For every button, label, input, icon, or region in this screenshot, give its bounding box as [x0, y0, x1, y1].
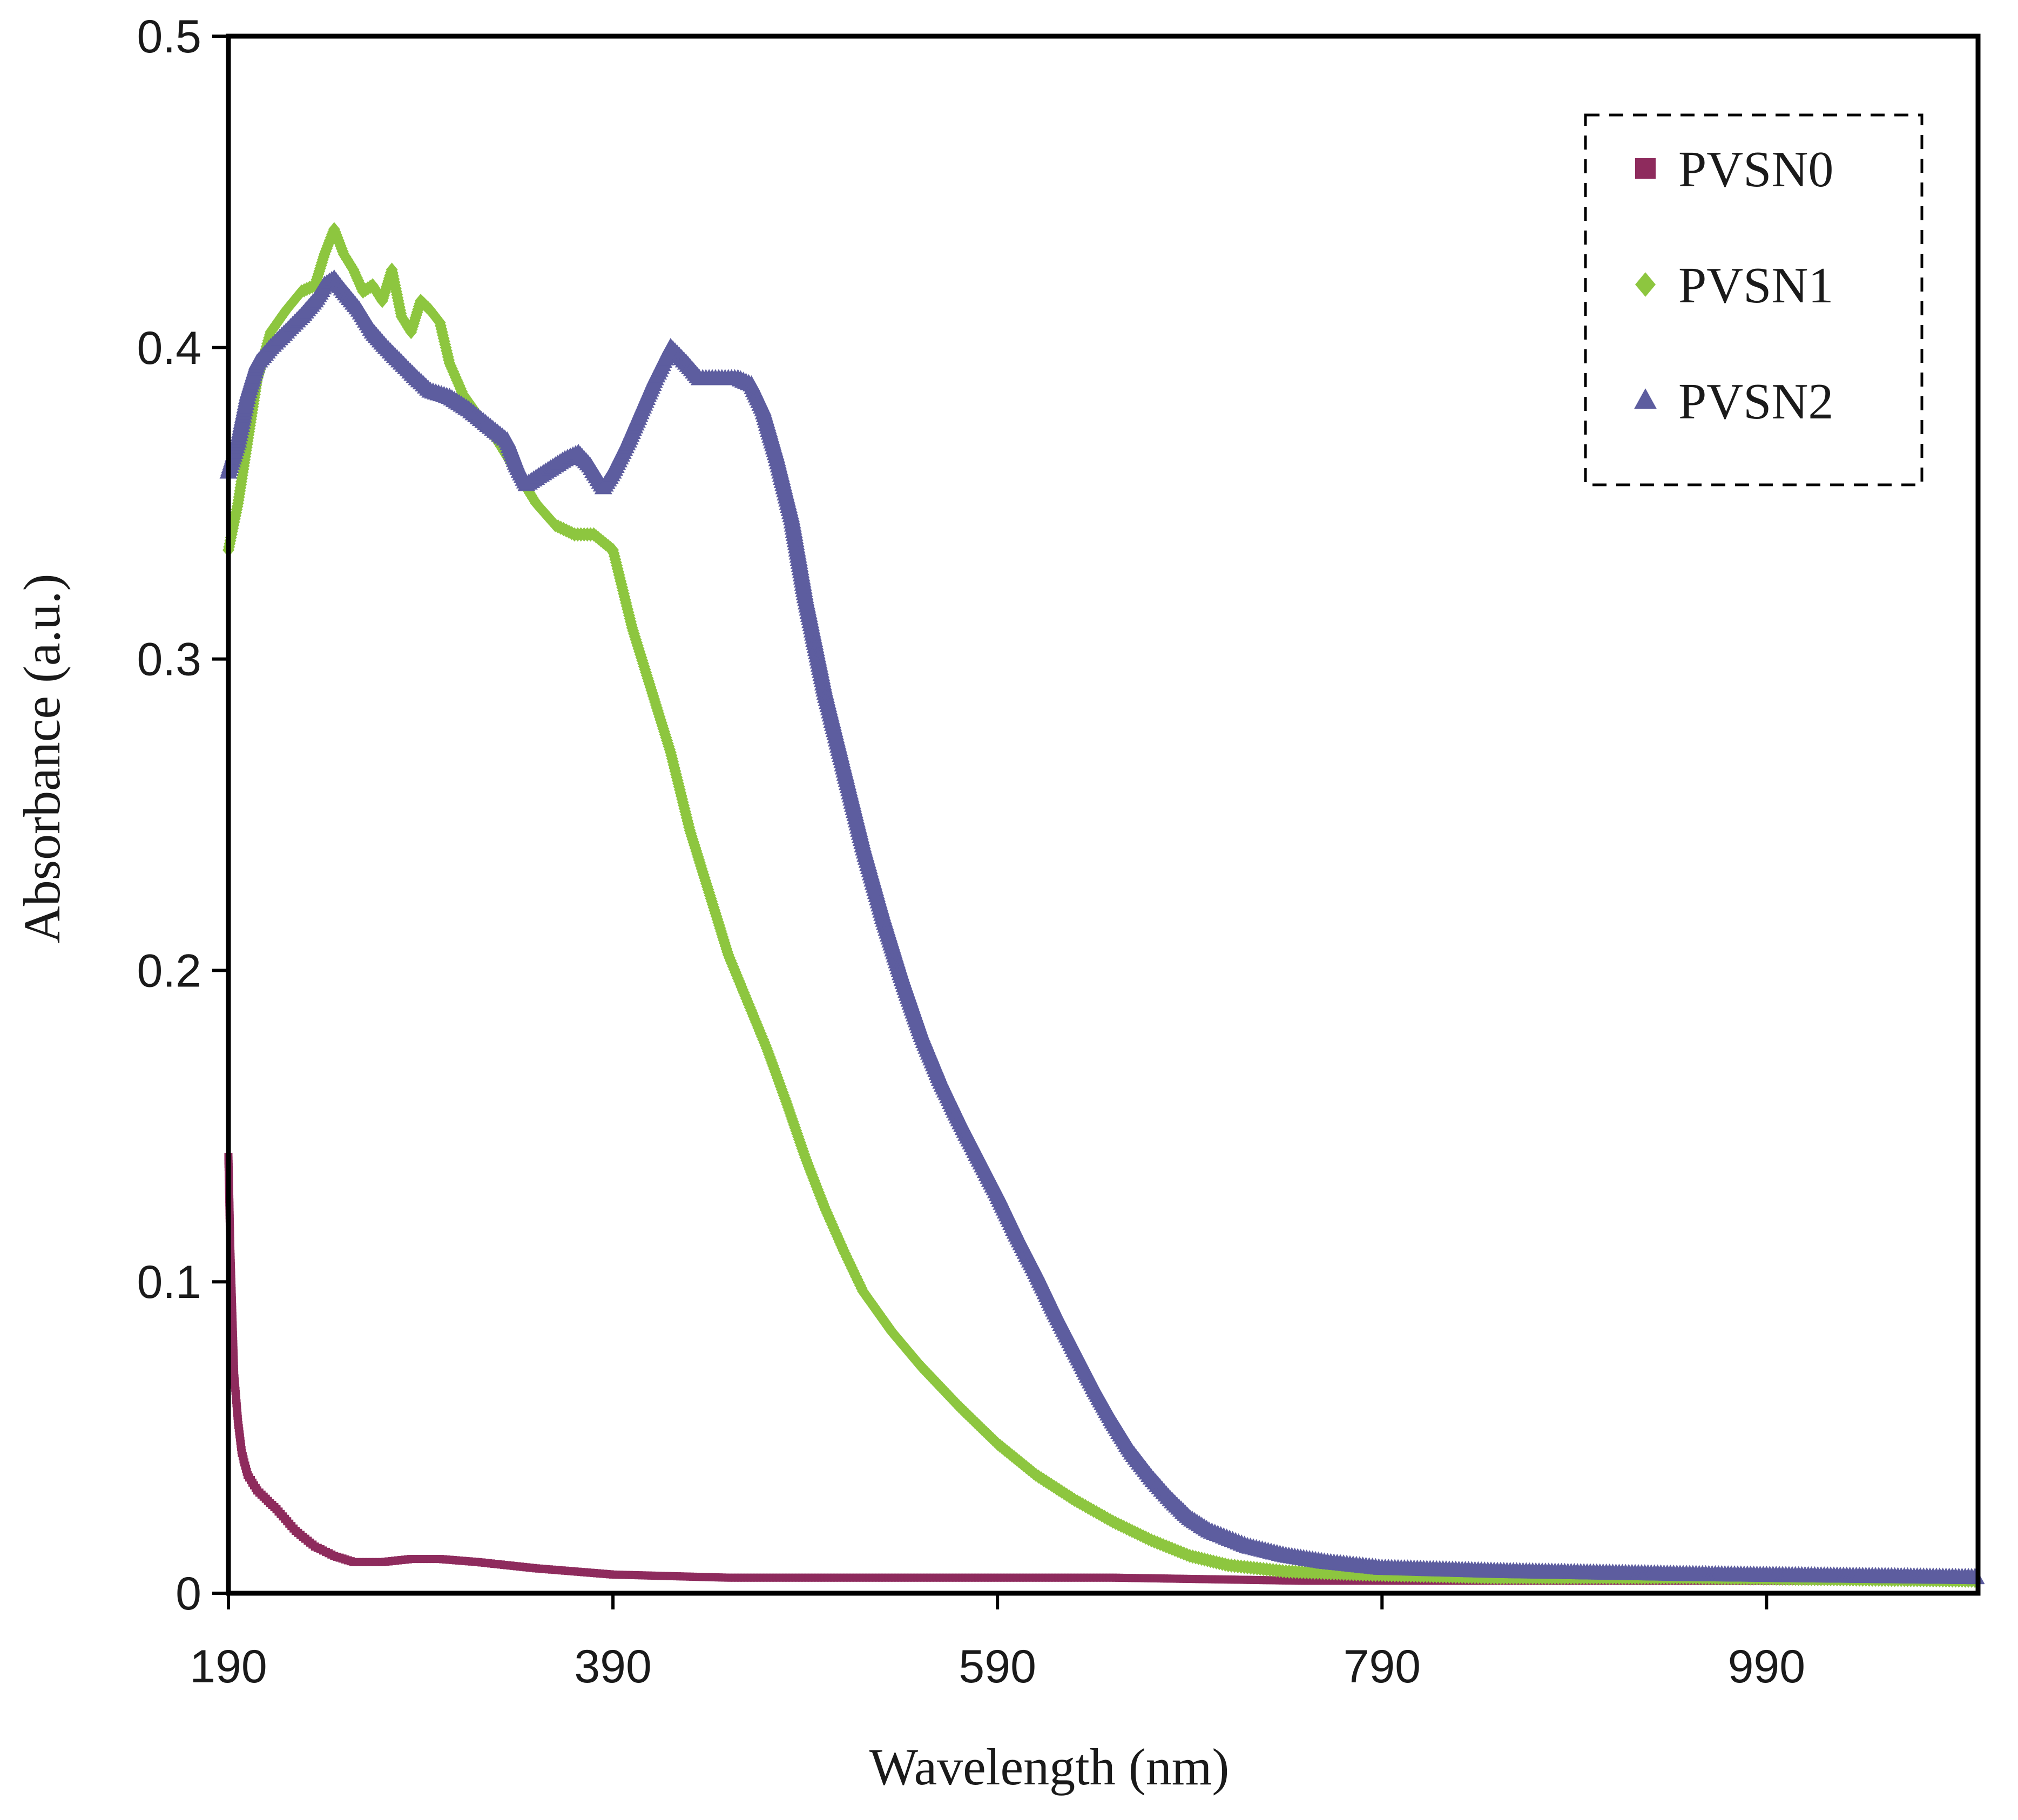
legend: PVSN0 PVSN1 PVSN2: [1584, 113, 1923, 486]
legend-marker-pvsn1: [1635, 272, 1656, 297]
y-tick-label: 0.1: [137, 1256, 201, 1308]
y-tick-label: 0.4: [137, 322, 201, 374]
y-axis-ticks: 0 0.1 0.2 0.3 0.4 0.5: [137, 11, 228, 1620]
x-tick-label: 190: [190, 1641, 267, 1693]
series-layer: [219, 222, 1985, 1588]
x-tick-label: 590: [959, 1641, 1036, 1693]
y-tick-label: 0.5: [137, 11, 201, 63]
x-axis-ticks: 190 390 590 790 990: [190, 1593, 1805, 1693]
legend-label-pvsn1: PVSN1: [1678, 258, 1833, 314]
x-axis-title: Wavelength (nm): [869, 1738, 1230, 1796]
y-tick-label: 0.3: [137, 634, 201, 686]
legend-label-pvsn0: PVSN0: [1678, 141, 1833, 198]
legend-marker-pvsn2: [1634, 388, 1657, 409]
y-axis-title: Absorbance (a.u.): [13, 573, 71, 943]
x-tick-label: 990: [1728, 1641, 1806, 1693]
x-tick-label: 390: [574, 1641, 652, 1693]
legend-items: PVSN0 PVSN1 PVSN2: [1634, 141, 1833, 430]
plot-frame: [226, 33, 1981, 1596]
y-tick-label: 0.2: [137, 945, 201, 997]
x-tick-label: 790: [1344, 1641, 1421, 1693]
legend-marker-pvsn0: [1635, 158, 1656, 179]
y-tick-label: 0: [176, 1568, 201, 1620]
legend-label-pvsn2: PVSN2: [1678, 374, 1833, 430]
